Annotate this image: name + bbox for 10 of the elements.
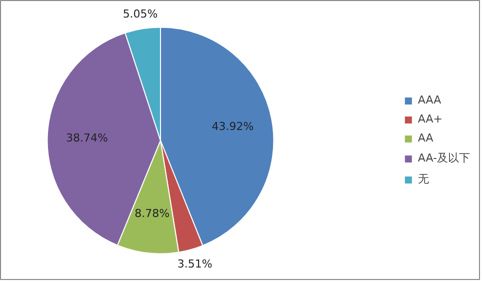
- legend-label: AAA: [418, 94, 442, 106]
- legend-label: AA: [418, 132, 434, 144]
- data-label: 8.78%: [134, 207, 170, 220]
- legend-label: 无: [418, 172, 430, 186]
- data-label: 43.92%: [212, 120, 254, 134]
- data-label: 3.51%: [177, 257, 212, 270]
- data-label: 38.74%: [66, 131, 108, 144]
- data-label: 5.05%: [122, 8, 158, 21]
- legend-label: AA+: [418, 112, 442, 126]
- legend-label: AA-及以下: [418, 150, 470, 166]
